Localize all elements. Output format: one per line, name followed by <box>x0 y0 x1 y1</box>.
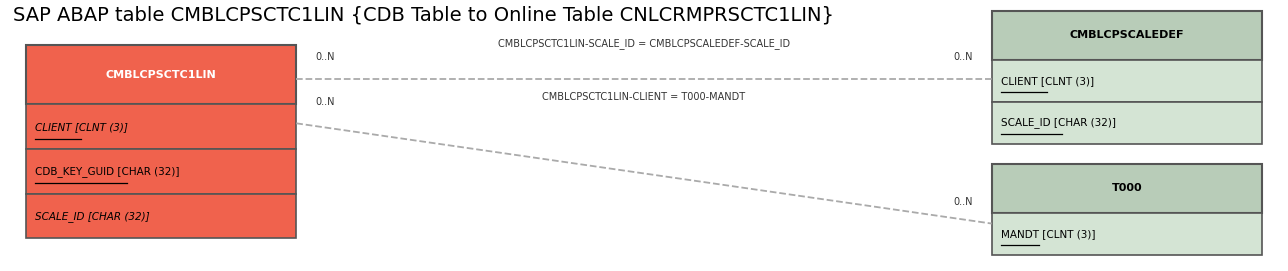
Bar <box>26 45 296 104</box>
Text: SCALE_ID [CHAR (32)]: SCALE_ID [CHAR (32)] <box>1001 117 1115 128</box>
Bar <box>992 60 1262 102</box>
Text: 0..N: 0..N <box>316 97 335 107</box>
Text: CLIENT [CLNT (3)]: CLIENT [CLNT (3)] <box>1001 76 1094 86</box>
Bar <box>992 11 1262 60</box>
Text: CMBLCPSCTC1LIN-CLIENT = T000-MANDT: CMBLCPSCTC1LIN-CLIENT = T000-MANDT <box>542 92 746 102</box>
Text: CMBLCPSCTC1LIN: CMBLCPSCTC1LIN <box>106 70 216 79</box>
Text: CDB_KEY_GUID [CHAR (32)]: CDB_KEY_GUID [CHAR (32)] <box>35 166 179 177</box>
Text: 0..N: 0..N <box>953 197 972 207</box>
Text: 0..N: 0..N <box>953 52 972 62</box>
Bar <box>992 213 1262 255</box>
Text: T000: T000 <box>1112 183 1142 193</box>
Text: SCALE_ID [CHAR (32)]: SCALE_ID [CHAR (32)] <box>35 211 149 222</box>
Bar <box>26 149 296 194</box>
Bar <box>992 164 1262 213</box>
Text: 0..N: 0..N <box>316 52 335 62</box>
Text: CLIENT [CLNT (3)]: CLIENT [CLNT (3)] <box>35 122 128 132</box>
Text: CMBLCPSCTC1LIN-SCALE_ID = CMBLCPSCALEDEF-SCALE_ID: CMBLCPSCTC1LIN-SCALE_ID = CMBLCPSCALEDEF… <box>498 38 790 49</box>
Bar <box>992 102 1262 144</box>
Text: CMBLCPSCALEDEF: CMBLCPSCALEDEF <box>1070 30 1184 40</box>
Text: MANDT [CLNT (3)]: MANDT [CLNT (3)] <box>1001 229 1095 239</box>
Bar <box>26 104 296 149</box>
Text: SAP ABAP table CMBLCPSCTC1LIN {CDB Table to Online Table CNLCRMPRSCTC1LIN}: SAP ABAP table CMBLCPSCTC1LIN {CDB Table… <box>13 5 833 24</box>
Bar <box>26 194 296 238</box>
